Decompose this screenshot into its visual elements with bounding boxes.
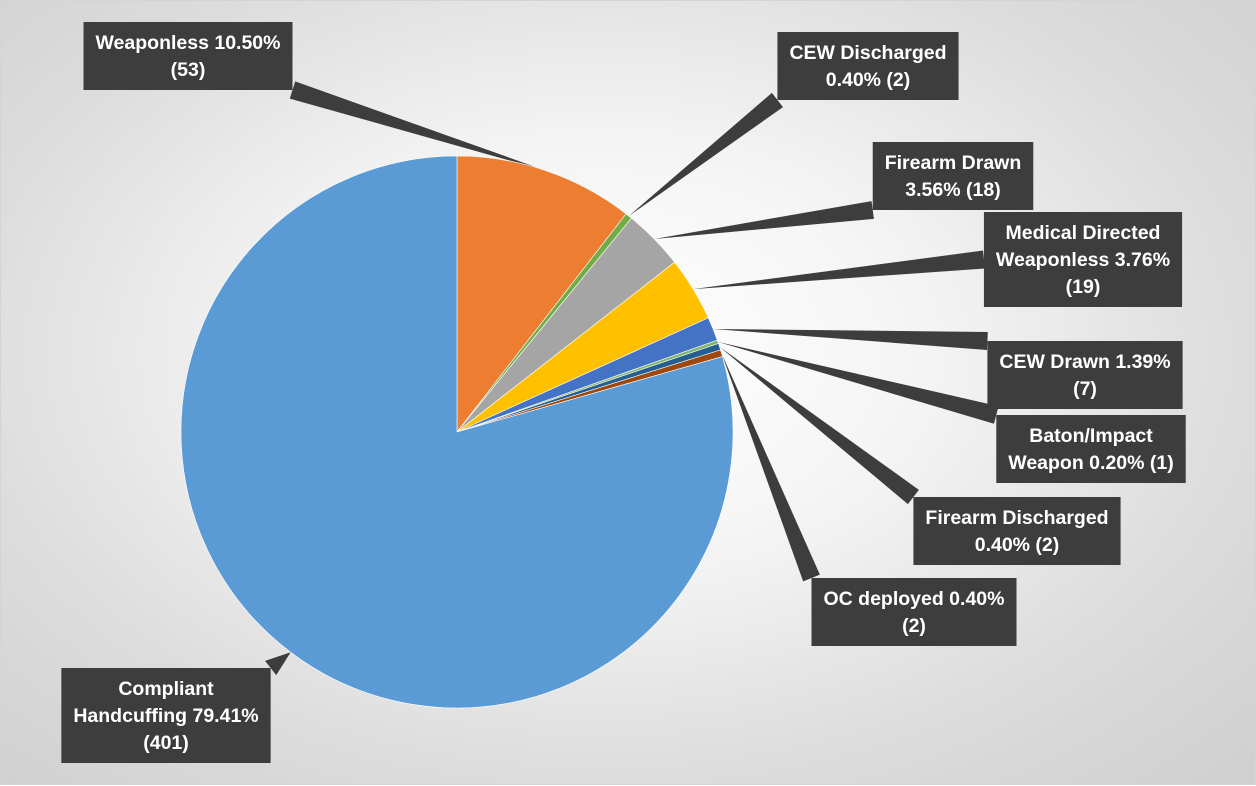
label-firearm-drawn: Firearm Drawn 3.56% (18) bbox=[872, 142, 1034, 210]
label-line: OC deployed 0.40% bbox=[824, 588, 1005, 610]
label-cew-discharged: CEW Discharged 0.40% (2) bbox=[777, 32, 959, 100]
label-compliant-handcuffing: Compliant Handcuffing 79.41% (401) bbox=[61, 668, 271, 763]
leader-baton-impact-weapon bbox=[717, 341, 999, 424]
leader-firearm-drawn bbox=[654, 201, 874, 239]
label-line: Weaponless 10.50% bbox=[96, 32, 281, 54]
label-box bbox=[872, 142, 1034, 210]
label-box bbox=[987, 341, 1183, 409]
label-line: 3.56% (18) bbox=[905, 179, 1000, 201]
leader-compliant-handcuffing bbox=[265, 652, 291, 676]
label-medical-directed-weaponless: Medical Directed Weaponless 3.76% (19) bbox=[983, 212, 1183, 307]
label-baton-impact-weapon: Baton/Impact Weapon 0.20% (1) bbox=[996, 415, 1186, 483]
label-box bbox=[61, 668, 271, 763]
leader-lines bbox=[265, 81, 999, 676]
leader-cew-drawn bbox=[713, 328, 988, 350]
label-line: Firearm Discharged bbox=[925, 507, 1108, 529]
label-firearm-discharged: Firearm Discharged 0.40% (2) bbox=[913, 497, 1121, 565]
leader-firearm-discharged bbox=[719, 346, 919, 505]
label-cew-drawn: CEW Drawn 1.39% (7) bbox=[987, 341, 1183, 409]
label-oc-deployed: OC deployed 0.40% (2) bbox=[811, 578, 1017, 646]
label-line: Medical Directed bbox=[1006, 222, 1161, 244]
label-line: 0.40% (2) bbox=[826, 69, 911, 91]
label-line: Baton/Impact bbox=[1029, 425, 1153, 447]
label-box bbox=[811, 578, 1017, 646]
leader-medical-directed-weaponless bbox=[693, 250, 985, 290]
label-box bbox=[913, 497, 1121, 565]
label-line: (53) bbox=[171, 59, 206, 81]
slice-compliant-handcuffing bbox=[180, 155, 734, 709]
slice-weaponless bbox=[456, 155, 627, 433]
leader-weaponless bbox=[289, 81, 547, 171]
leader-oc-deployed bbox=[721, 353, 820, 582]
label-weaponless: Weaponless 10.50% (53) bbox=[83, 22, 293, 90]
data-labels: Weaponless 10.50% (53) CEW Discharged 0.40%… bbox=[61, 22, 1186, 763]
leader-cew-discharged bbox=[628, 92, 783, 216]
label-box bbox=[83, 22, 293, 90]
pie-slices bbox=[180, 155, 734, 709]
label-line: (2) bbox=[902, 615, 926, 637]
label-line: Firearm Drawn bbox=[885, 152, 1022, 174]
label-line: (7) bbox=[1073, 378, 1097, 400]
label-line: Handcuffing 79.41% bbox=[73, 705, 258, 727]
label-box bbox=[777, 32, 959, 100]
label-line: Compliant bbox=[118, 678, 214, 700]
label-line: CEW Drawn 1.39% bbox=[999, 351, 1170, 373]
label-box bbox=[983, 212, 1183, 307]
label-line: (401) bbox=[143, 732, 189, 754]
label-line: (19) bbox=[1066, 276, 1101, 298]
label-box bbox=[996, 415, 1186, 483]
label-line: 0.40% (2) bbox=[975, 534, 1060, 556]
label-line: Weaponless 3.76% bbox=[996, 249, 1170, 271]
label-line: CEW Discharged bbox=[789, 42, 946, 64]
label-line: Weapon 0.20% (1) bbox=[1008, 452, 1173, 474]
